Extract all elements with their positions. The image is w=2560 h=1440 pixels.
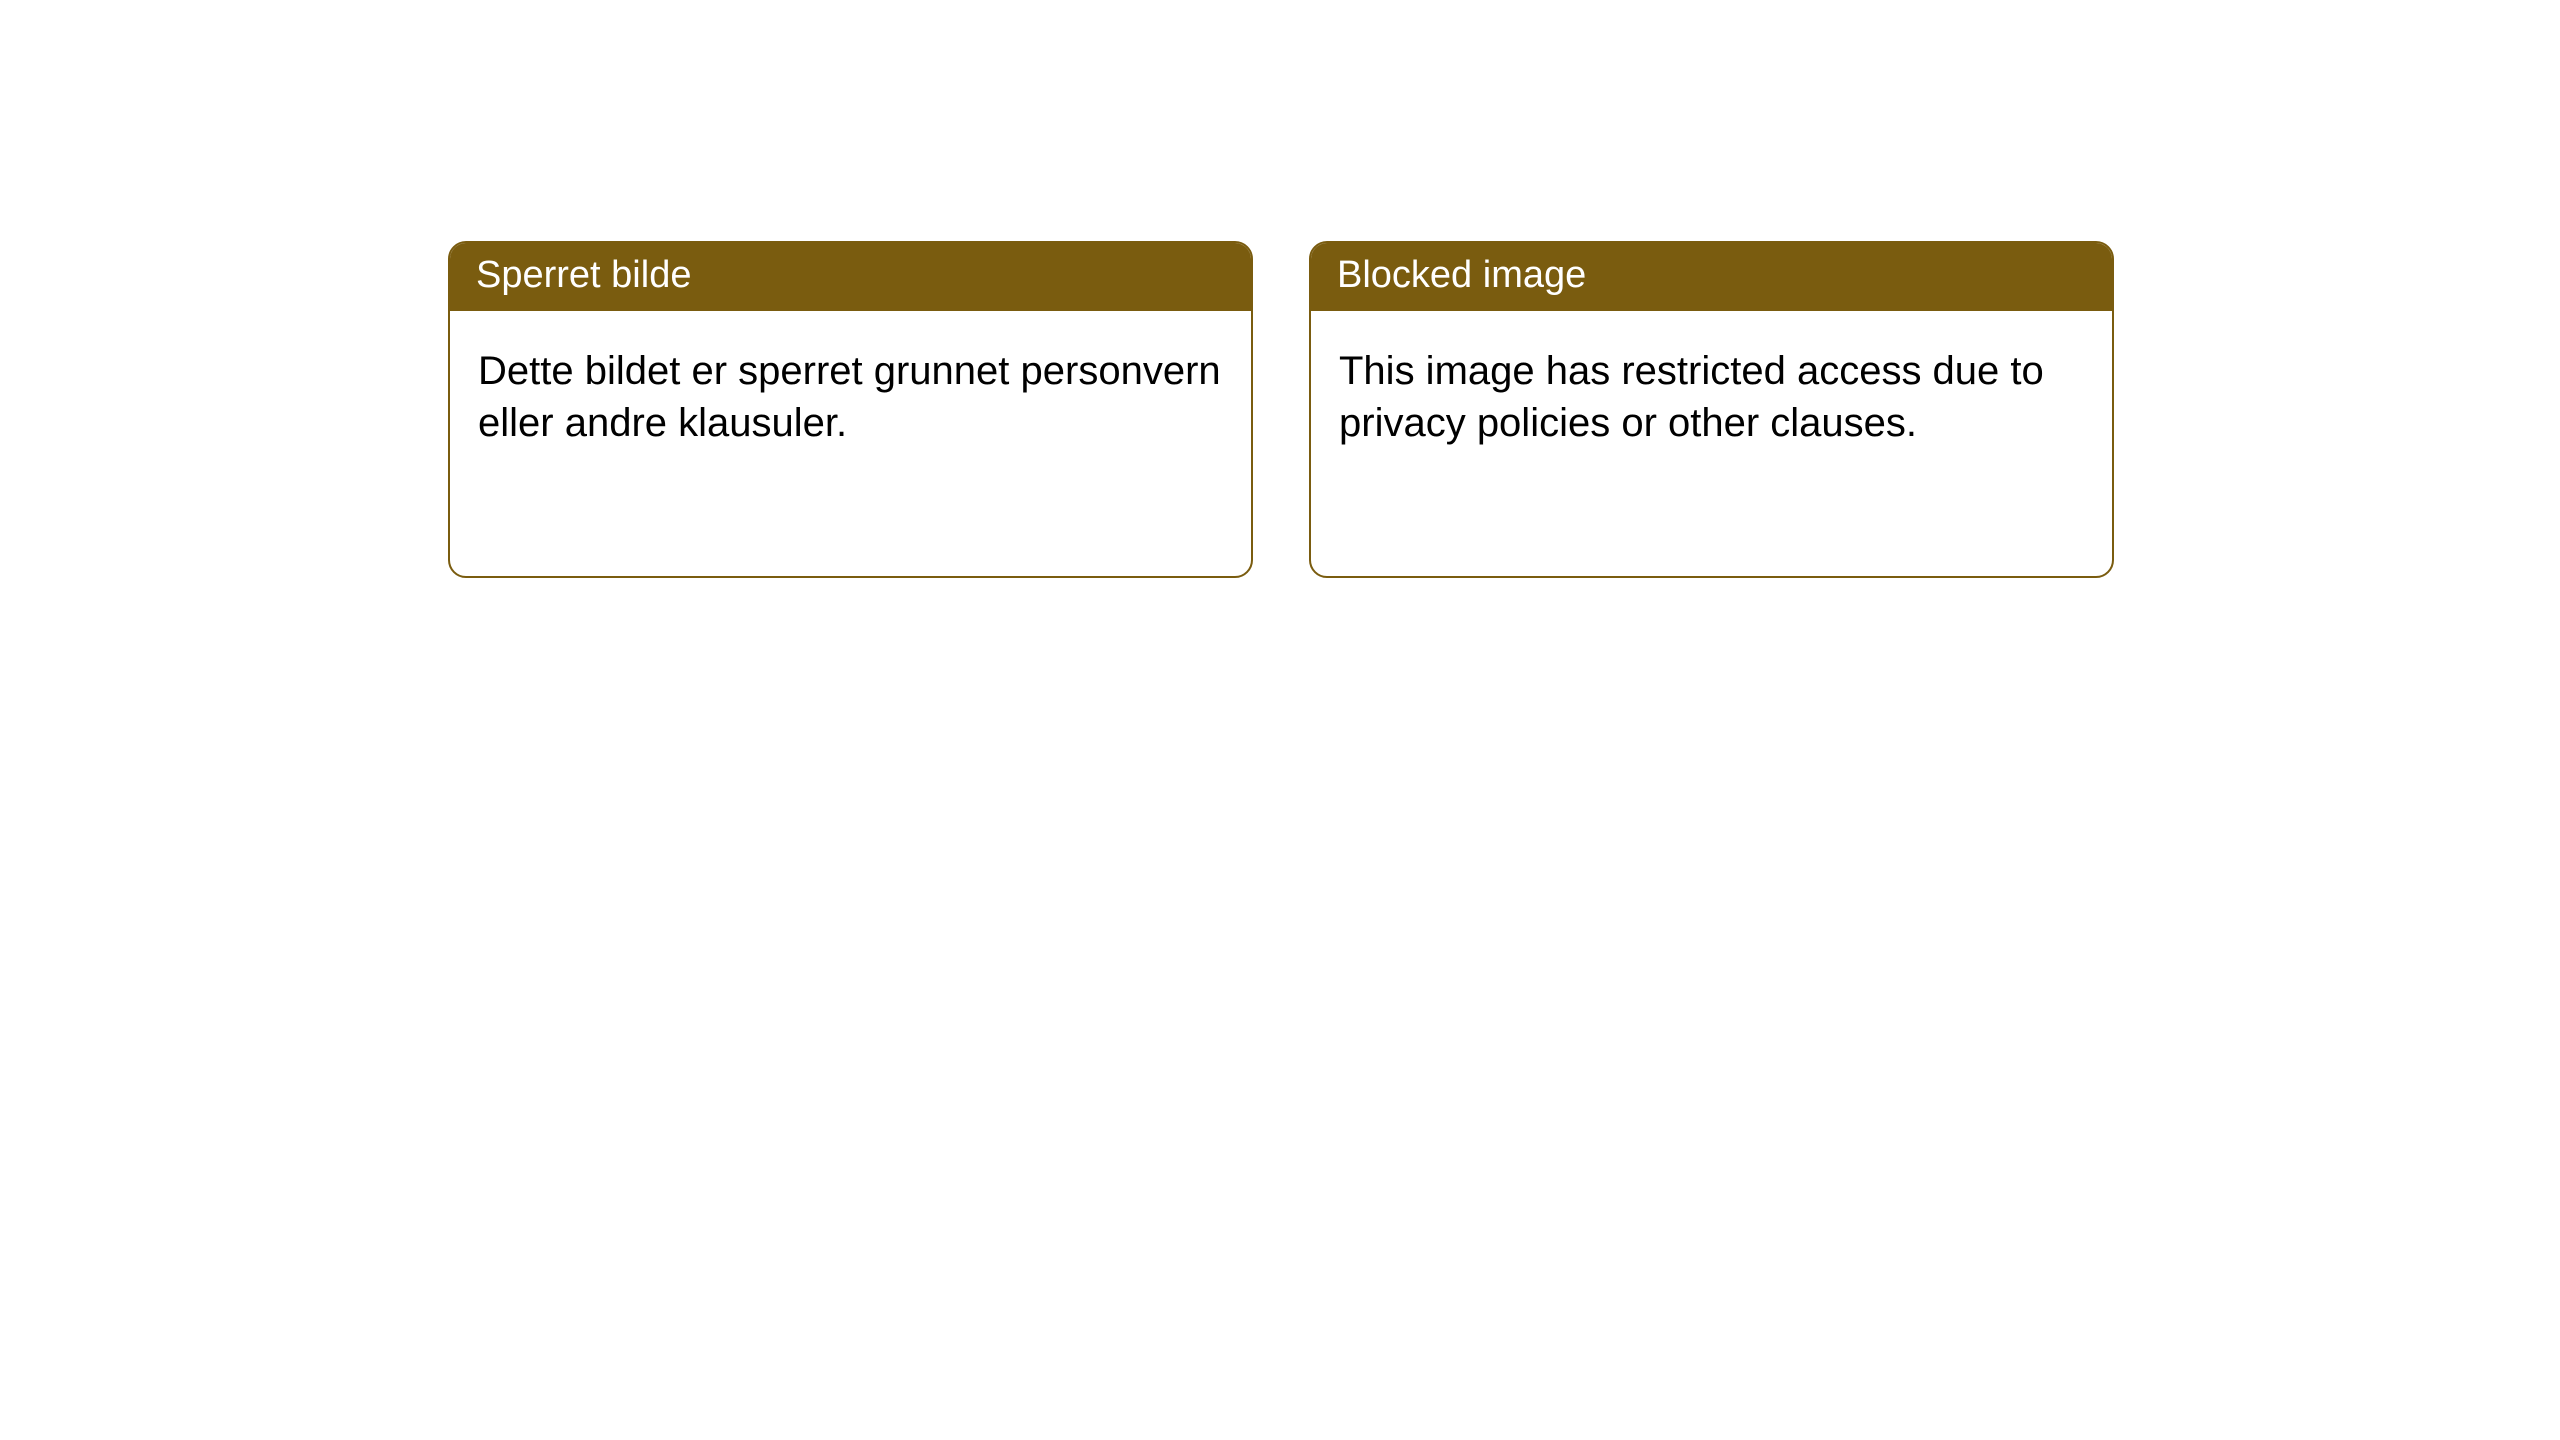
notice-header: Sperret bilde <box>450 243 1251 311</box>
notice-body: This image has restricted access due to … <box>1311 311 2112 485</box>
notice-header: Blocked image <box>1311 243 2112 311</box>
notice-card-english: Blocked image This image has restricted … <box>1309 241 2114 578</box>
notice-body: Dette bildet er sperret grunnet personve… <box>450 311 1251 485</box>
notice-card-norwegian: Sperret bilde Dette bildet er sperret gr… <box>448 241 1253 578</box>
notice-container: Sperret bilde Dette bildet er sperret gr… <box>448 241 2114 578</box>
